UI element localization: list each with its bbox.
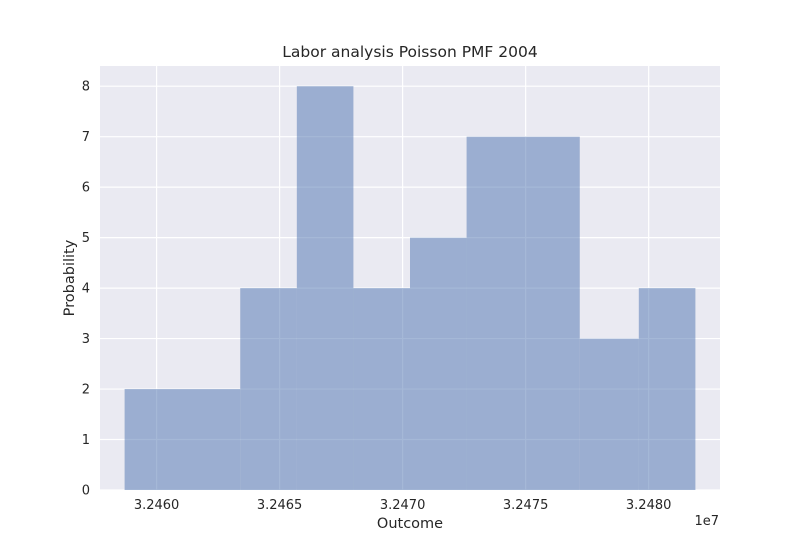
x-tick-label: 3.2460 — [134, 498, 180, 513]
y-tick-label: 8 — [82, 80, 90, 95]
y-axis-title: Probability — [62, 239, 78, 316]
x-axis-title: Outcome — [377, 516, 443, 532]
histogram-bar — [410, 237, 467, 490]
x-axis-offset-label: 1e7 — [694, 514, 719, 529]
y-axis-ticks: 0 1 2 3 4 5 6 7 8 — [82, 80, 90, 499]
x-tick-label: 3.2465 — [257, 498, 303, 513]
histogram-bar — [466, 136, 580, 490]
y-tick-label: 7 — [82, 130, 90, 145]
x-tick-label: 3.2475 — [503, 498, 549, 513]
bars — [124, 86, 696, 490]
histogram-bar — [124, 389, 241, 490]
x-tick-label: 3.2480 — [626, 498, 672, 513]
x-tick-label: 3.2470 — [380, 498, 426, 513]
y-tick-label: 6 — [82, 181, 90, 196]
y-tick-label: 4 — [82, 282, 90, 297]
y-tick-label: 0 — [82, 484, 90, 499]
histogram-bar — [240, 288, 297, 490]
y-tick-label: 2 — [82, 383, 90, 398]
histogram-bar — [579, 338, 639, 490]
y-tick-label: 5 — [82, 231, 90, 246]
histogram-bar — [353, 288, 410, 490]
x-axis-ticks: 3.2460 3.2465 3.2470 3.2475 3.2480 — [134, 498, 672, 513]
y-tick-label: 1 — [82, 433, 90, 448]
y-tick-label: 3 — [82, 332, 90, 347]
histogram-bar — [638, 288, 696, 490]
histogram-bar — [296, 86, 354, 490]
chart-title: Labor analysis Poisson PMF 2004 — [282, 43, 537, 61]
